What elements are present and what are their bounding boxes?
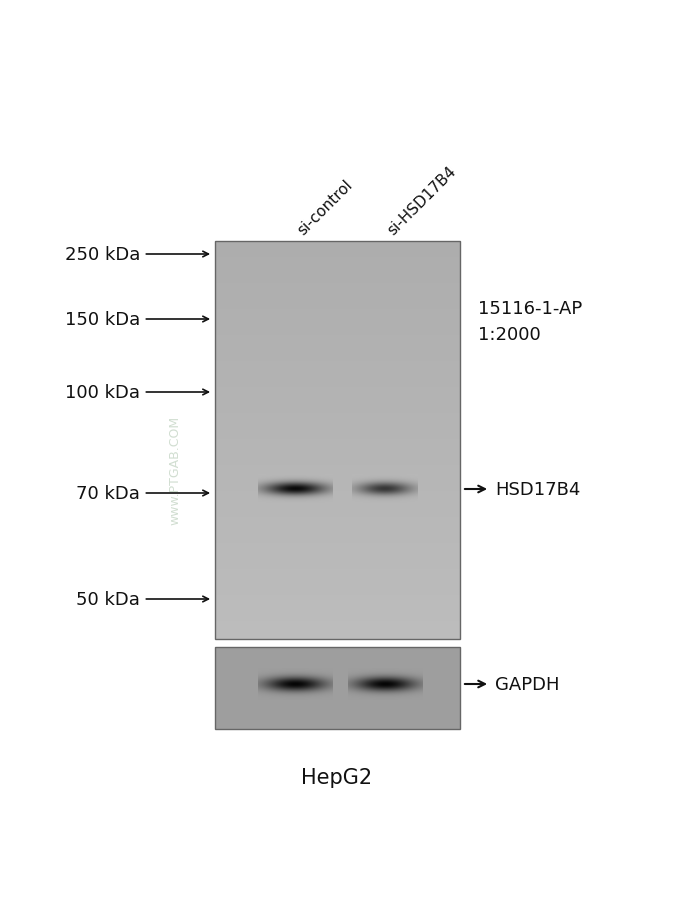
Bar bbox=[215, 242, 460, 640]
Text: 70 kDa: 70 kDa bbox=[76, 484, 140, 502]
Text: HSD17B4: HSD17B4 bbox=[495, 481, 581, 499]
Text: 150 kDa: 150 kDa bbox=[64, 310, 140, 328]
Text: HepG2: HepG2 bbox=[301, 767, 372, 787]
Bar bbox=[215, 648, 460, 729]
Text: 250 kDa: 250 kDa bbox=[64, 245, 140, 263]
Text: si-HSD17B4: si-HSD17B4 bbox=[385, 163, 460, 238]
Text: si-control: si-control bbox=[295, 177, 356, 238]
Text: www.PTGAB.COM: www.PTGAB.COM bbox=[169, 415, 182, 524]
Text: 100 kDa: 100 kDa bbox=[65, 383, 140, 401]
Text: GAPDH: GAPDH bbox=[495, 676, 560, 694]
Text: 15116-1-AP
1:2000: 15116-1-AP 1:2000 bbox=[478, 299, 582, 344]
Text: 50 kDa: 50 kDa bbox=[76, 590, 140, 608]
